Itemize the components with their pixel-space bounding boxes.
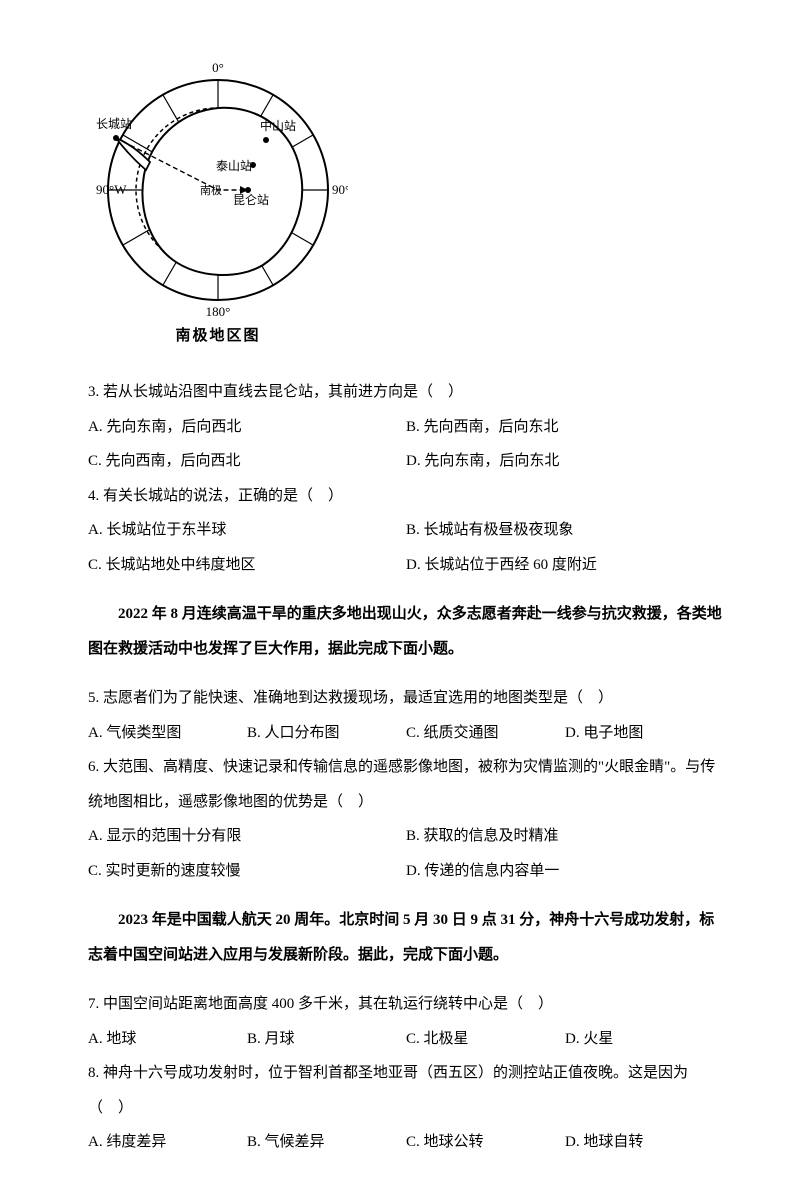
q5-opt-c: C. 纸质交通图 xyxy=(406,716,565,751)
antarctic-figure: 0° 90°W 90°E 180° 长城站 中山站 昆仑站 泰山站 南极 南极地… xyxy=(88,50,724,345)
svg-text:中山站: 中山站 xyxy=(260,118,296,133)
q6-stem: 6. 大范围、高精度、快速记录和传输信息的遥感影像地图，被称为灾情监测的"火眼金… xyxy=(88,750,724,819)
q6-opt-a: A. 显示的范围十分有限 xyxy=(88,819,406,854)
q6-opt-d: D. 传递的信息内容单一 xyxy=(406,854,724,889)
q7-opt-a: A. 地球 xyxy=(88,1022,247,1057)
q7-options: A. 地球 B. 月球 C. 北极星 D. 火星 xyxy=(88,1022,724,1057)
q5-opt-b: B. 人口分布图 xyxy=(247,716,406,751)
q4-opt-b: B. 长城站有极昼极夜现象 xyxy=(406,513,724,548)
figure-caption: 南极地区图 xyxy=(88,324,348,345)
svg-text:90°E: 90°E xyxy=(332,182,348,197)
svg-text:90°W: 90°W xyxy=(96,182,127,197)
q7-opt-d: D. 火星 xyxy=(565,1022,724,1057)
q5-opt-a: A. 气候类型图 xyxy=(88,716,247,751)
q6-opt-b: B. 获取的信息及时精准 xyxy=(406,819,724,854)
antarctic-map-svg: 0° 90°W 90°E 180° 长城站 中山站 昆仑站 泰山站 南极 xyxy=(88,50,348,320)
q3-options: A. 先向东南，后向西北 B. 先向西南，后向东北 C. 先向西南，后向西北 D… xyxy=(88,410,724,479)
q8-opt-c: C. 地球公转 xyxy=(406,1125,565,1160)
q7-opt-c: C. 北极星 xyxy=(406,1022,565,1057)
svg-text:长城站: 长城站 xyxy=(96,117,132,131)
q5-opt-d: D. 电子地图 xyxy=(565,716,724,751)
q4-opt-d: D. 长城站位于西经 60 度附近 xyxy=(406,548,724,583)
q7-stem: 7. 中国空间站距离地面高度 400 多千米，其在轨运行绕转中心是（ ） xyxy=(88,987,724,1022)
q6-opt-c: C. 实时更新的速度较慢 xyxy=(88,854,406,889)
q5-stem: 5. 志愿者们为了能快速、准确地到达救援现场，最适宜选用的地图类型是（ ） xyxy=(88,681,724,716)
q3-opt-a: A. 先向东南，后向西北 xyxy=(88,410,406,445)
q3-opt-c: C. 先向西南，后向西北 xyxy=(88,444,406,479)
q4-opt-a: A. 长城站位于东半球 xyxy=(88,513,406,548)
q8-opt-b: B. 气候差异 xyxy=(247,1125,406,1160)
q4-options: A. 长城站位于东半球 B. 长城站有极昼极夜现象 C. 长城站地处中纬度地区 … xyxy=(88,513,724,582)
q3-stem: 3. 若从长城站沿图中直线去昆仑站，其前进方向是（ ） xyxy=(88,375,724,410)
passage-1: 2022 年 8 月连续高温干旱的重庆多地出现山火，众多志愿者奔赴一线参与抗灾救… xyxy=(88,597,724,666)
svg-text:180°: 180° xyxy=(206,304,231,319)
q7-opt-b: B. 月球 xyxy=(247,1022,406,1057)
q4-stem: 4. 有关长城站的说法，正确的是（ ） xyxy=(88,479,724,514)
q3-opt-b: B. 先向西南，后向东北 xyxy=(406,410,724,445)
svg-text:昆仑站: 昆仑站 xyxy=(233,193,269,207)
q6-options: A. 显示的范围十分有限 B. 获取的信息及时精准 C. 实时更新的速度较慢 D… xyxy=(88,819,724,888)
svg-text:南极: 南极 xyxy=(200,183,222,197)
q3-opt-d: D. 先向东南，后向东北 xyxy=(406,444,724,479)
svg-text:0°: 0° xyxy=(212,60,224,75)
svg-text:泰山站: 泰山站 xyxy=(216,159,252,173)
q8-options: A. 纬度差异 B. 气候差异 C. 地球公转 D. 地球自转 xyxy=(88,1125,724,1160)
passage-2: 2023 年是中国载人航天 20 周年。北京时间 5 月 30 日 9 点 31… xyxy=(88,903,724,972)
q8-opt-d: D. 地球自转 xyxy=(565,1125,724,1160)
q5-options: A. 气候类型图 B. 人口分布图 C. 纸质交通图 D. 电子地图 xyxy=(88,716,724,751)
q8-opt-a: A. 纬度差异 xyxy=(88,1125,247,1160)
q4-opt-c: C. 长城站地处中纬度地区 xyxy=(88,548,406,583)
q8-stem: 8. 神舟十六号成功发射时，位于智利首都圣地亚哥（西五区）的测控站正值夜晚。这是… xyxy=(88,1056,724,1125)
